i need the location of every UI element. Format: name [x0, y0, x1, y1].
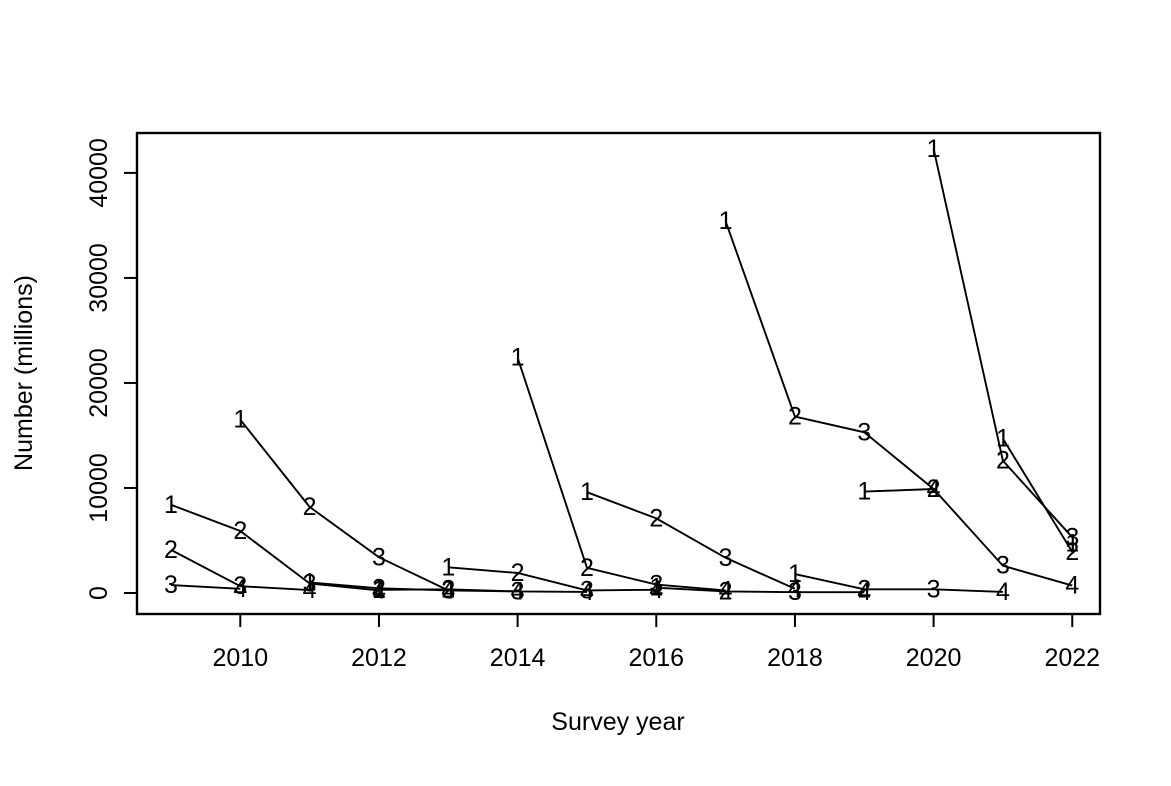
age-point-label: 2: [1065, 538, 1079, 566]
cohort-line: [864, 488, 1073, 587]
x-tick-label: 2018: [767, 644, 823, 672]
age-point-label: 3: [1065, 523, 1079, 551]
x-tick-label: 2010: [212, 644, 268, 672]
cohort-line: [516, 357, 726, 592]
cohort-line: [170, 584, 241, 590]
age-point-label: 4: [580, 578, 594, 606]
x-tick-label: 2022: [1044, 644, 1100, 672]
age-point-label: 3: [303, 570, 317, 598]
cohort-line: [656, 586, 865, 594]
age-point-label: 1: [857, 478, 871, 506]
age-point-label: 4: [372, 576, 386, 604]
cohort-line: [170, 503, 380, 592]
age-point-label: 2: [441, 575, 455, 603]
age-point-label: 3: [649, 571, 663, 599]
cohort-line: [239, 419, 449, 592]
age-point-label: 4: [303, 576, 317, 604]
y-axis-title: Number (millions): [10, 275, 38, 471]
age-point-label: 4: [233, 575, 247, 603]
cohort-line: [1002, 438, 1074, 553]
age-point-label: 3: [372, 543, 386, 571]
age-point-label: 3: [164, 571, 178, 599]
age-point-label: 3: [719, 544, 733, 572]
cohort-line: [378, 588, 588, 593]
age-point-label: 2: [164, 536, 178, 564]
x-axis: 2010 2012 2014 2016 2018 2020 2022: [212, 614, 1100, 672]
age-point-label: 3: [927, 575, 941, 603]
age-point-label: 2: [580, 554, 594, 582]
age-point-label: 4: [719, 576, 733, 604]
age-point-label: 4: [1065, 572, 1079, 600]
age-point-label: 1: [511, 344, 525, 372]
age-point-label: 1: [164, 491, 178, 519]
age-point-label: 2: [996, 447, 1010, 475]
cohort-line: [448, 566, 657, 592]
age-point-label: 1: [1065, 530, 1079, 558]
cohort-line: [586, 491, 796, 590]
age-point-label: 1: [303, 569, 317, 597]
age-point-label: 3: [788, 578, 802, 606]
age-point-label: 1: [788, 560, 802, 588]
series-lines: [170, 148, 1074, 594]
plot-box: [135, 131, 1102, 616]
age-point-label: 1: [372, 576, 386, 604]
age-point-label: 2: [303, 493, 317, 521]
age-point-label: 1: [996, 425, 1010, 453]
age-point-label: 4: [927, 475, 941, 503]
age-point-label: 2: [372, 574, 386, 602]
y-axis: 0 10000 20000 30000 40000: [85, 138, 137, 600]
age-point-label: 2: [649, 504, 663, 532]
age-point-label: 1: [580, 478, 594, 506]
age-point-label: 2: [719, 577, 733, 605]
y-tick-label: 30000: [85, 243, 113, 313]
x-tick-label: 2016: [628, 644, 684, 672]
age-point-label: 1: [649, 574, 663, 602]
x-tick-label: 2014: [490, 644, 546, 672]
age-point-label: 3: [580, 576, 594, 604]
y-tick-label: 0: [85, 586, 113, 600]
age-point-label: 3: [511, 577, 525, 605]
cohort-line: [170, 549, 310, 592]
x-axis-title: Survey year: [551, 708, 684, 736]
age-point-label: 4: [441, 576, 455, 604]
age-point-label: 3: [857, 418, 871, 446]
x-tick-label: 2020: [906, 644, 962, 672]
age-point-label: 4: [511, 577, 525, 605]
age-point-label: 2: [511, 559, 525, 587]
age-point-label: 1: [441, 553, 455, 581]
age-point-label: 1: [927, 135, 941, 163]
age-point-label: 3: [233, 572, 247, 600]
age-point-label: 1: [233, 406, 247, 434]
age-point-label: 4: [788, 575, 802, 603]
x-tick-label: 2012: [351, 644, 407, 672]
age-point-label: 4: [996, 578, 1010, 606]
age-point-label: 1: [719, 207, 733, 235]
age-point-label: 2: [788, 403, 802, 431]
age-point-label: 2: [857, 575, 871, 603]
cohort-line: [794, 573, 1003, 593]
age-point-label: 3: [441, 576, 455, 604]
age-point-label: 4: [857, 578, 871, 606]
age-point-label: 3: [996, 552, 1010, 580]
y-tick-label: 10000: [85, 453, 113, 523]
cohort-line: [724, 220, 935, 490]
age-point-label: 2: [927, 475, 941, 503]
y-tick-label: 40000: [85, 138, 113, 208]
age-point-label: 2: [233, 517, 247, 545]
cohort-line: [932, 148, 1074, 538]
age-point-label: 4: [649, 576, 663, 604]
y-tick-label: 20000: [85, 348, 113, 418]
